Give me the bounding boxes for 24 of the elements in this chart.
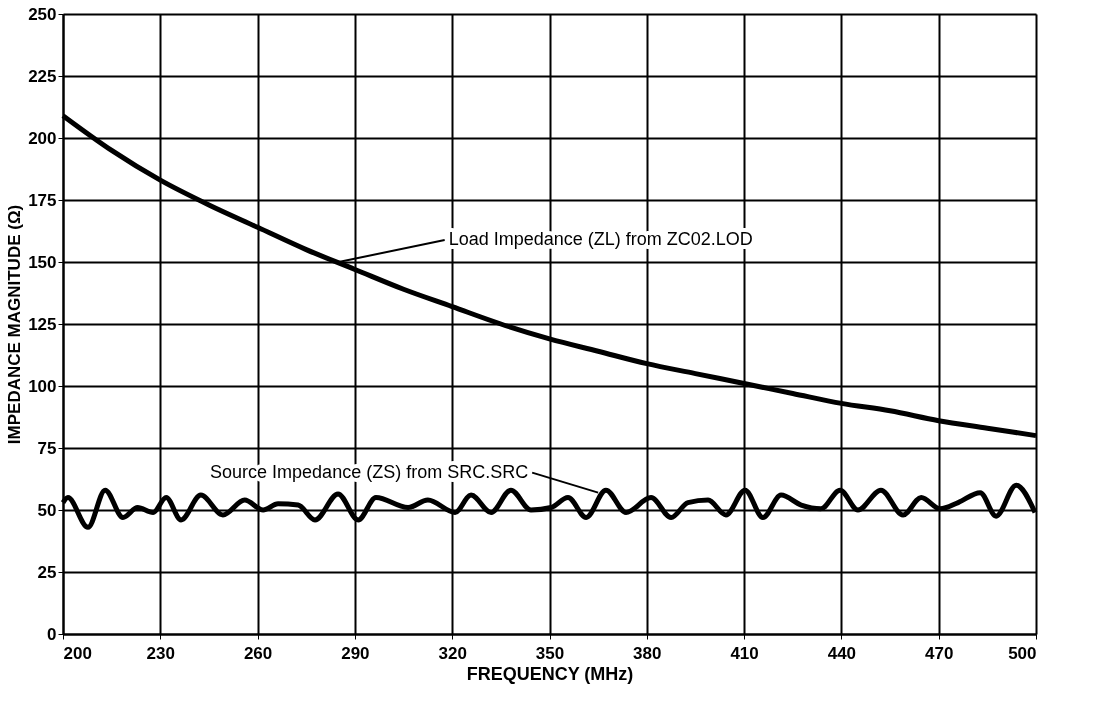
y-tick-label: 250 bbox=[28, 4, 57, 24]
x-tick-label: 350 bbox=[535, 643, 565, 663]
y-tick-label: 25 bbox=[37, 562, 57, 582]
y-tick-label: 200 bbox=[28, 128, 57, 148]
y-tick-label: 175 bbox=[28, 190, 57, 210]
x-tick-label: 410 bbox=[730, 643, 759, 663]
x-tick-label: 440 bbox=[827, 643, 857, 663]
x-tick-label: 230 bbox=[146, 643, 175, 663]
x-tick-label: 500 bbox=[1008, 643, 1037, 663]
y-tick-label: 125 bbox=[28, 314, 57, 334]
x-tick-label: 380 bbox=[633, 643, 662, 663]
y-tick-label: 0 bbox=[47, 624, 57, 644]
x-tick-label: 260 bbox=[243, 643, 273, 663]
x-tick-label: 470 bbox=[925, 643, 954, 663]
x-axis-title: FREQUENCY (MHz) bbox=[466, 663, 634, 684]
y-tick-label: 75 bbox=[37, 438, 57, 458]
y-tick-label: 100 bbox=[28, 376, 57, 396]
y-tick-label: 150 bbox=[28, 252, 57, 272]
y-tick-label: 50 bbox=[37, 500, 57, 520]
x-tick-label: 290 bbox=[341, 643, 370, 663]
x-tick-label: 200 bbox=[63, 643, 92, 663]
y-tick-label: 225 bbox=[28, 66, 57, 86]
y-axis-title: IMPEDANCE MAGNITUDE (Ω) bbox=[5, 204, 25, 445]
x-tick-label: 320 bbox=[438, 643, 467, 663]
